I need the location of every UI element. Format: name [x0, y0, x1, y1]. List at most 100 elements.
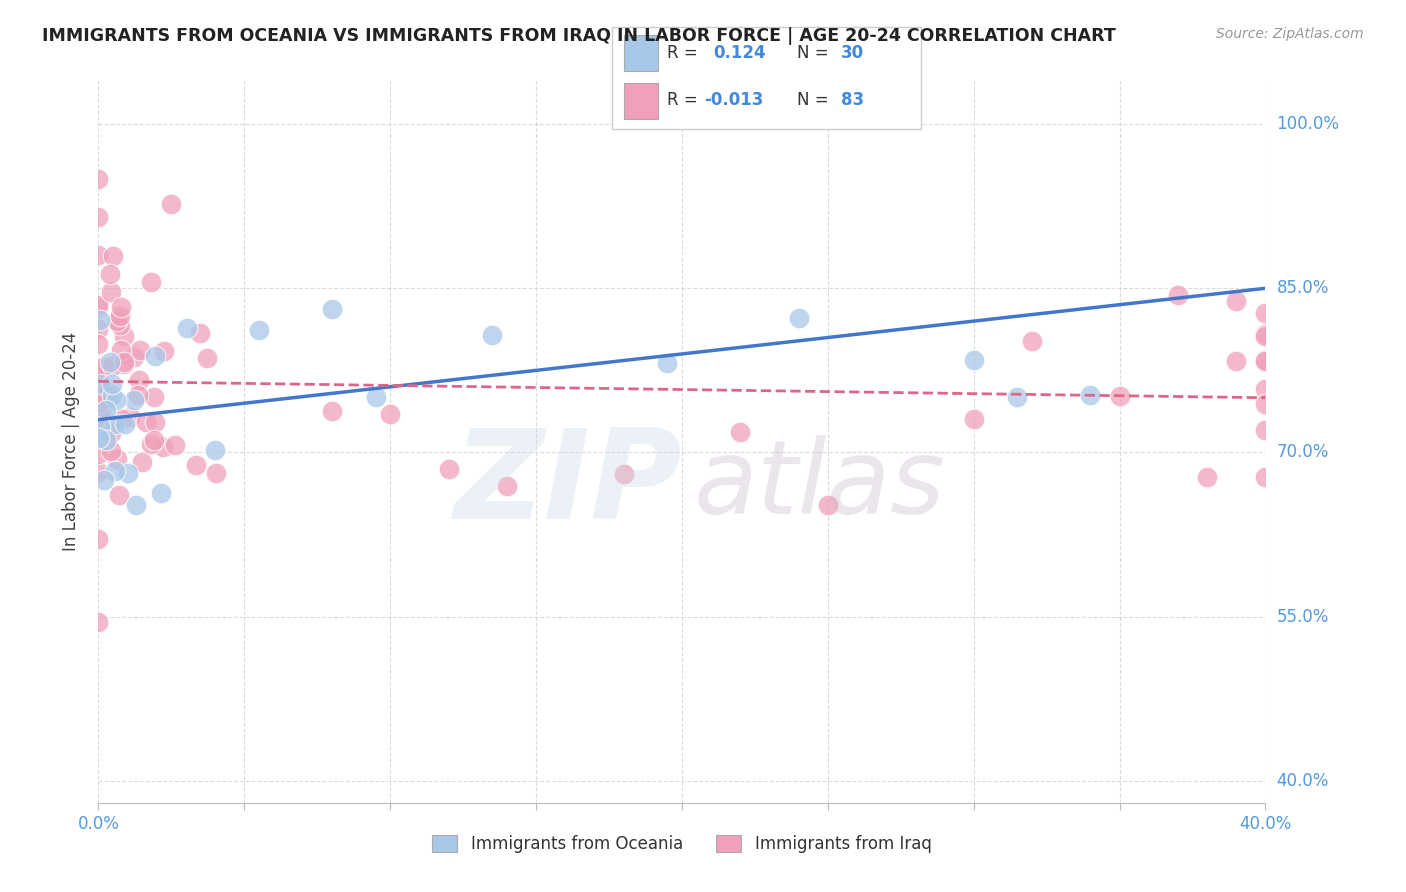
Point [110, 300, 132, 314]
Point [97, 392, 120, 406]
Point [149, 486, 172, 500]
Point [380, 407, 402, 421]
Point [98, 354, 121, 368]
Text: ZIP: ZIP [453, 425, 682, 545]
Point [176, 321, 198, 335]
Bar [624, 35, 658, 70]
Point [127, 388, 149, 402]
Point [135, 415, 157, 429]
Point [204, 466, 226, 480]
Point [1254, 326, 1277, 341]
Point [110, 343, 132, 357]
Bar [624, 83, 658, 119]
Point [101, 249, 124, 263]
Point [108, 318, 131, 332]
Point [89, 419, 111, 434]
Point [1254, 423, 1277, 437]
Point [204, 443, 226, 458]
Point [143, 416, 166, 430]
Point [89, 377, 111, 392]
Text: Source: ZipAtlas.com: Source: ZipAtlas.com [1216, 27, 1364, 41]
Point [1254, 353, 1277, 368]
Point [101, 388, 124, 402]
Point [100, 285, 122, 300]
Point [98, 268, 121, 282]
Text: 40.0%: 40.0% [1277, 772, 1329, 790]
Point [657, 356, 679, 370]
Point [1108, 389, 1130, 403]
Point [104, 417, 127, 431]
Text: 100.0%: 100.0% [1277, 115, 1340, 133]
Point [1167, 288, 1189, 302]
Point [91, 359, 114, 374]
Point [364, 390, 387, 404]
Point [112, 329, 135, 343]
Point [1254, 328, 1277, 343]
Point [1254, 397, 1277, 411]
Point [152, 440, 174, 454]
Point [612, 467, 634, 481]
Point [108, 310, 131, 324]
Point [321, 302, 343, 317]
Point [1225, 293, 1247, 308]
Point [111, 412, 134, 426]
Point [87, 397, 110, 411]
Point [1195, 469, 1218, 483]
Point [96, 434, 118, 448]
Text: R =: R = [668, 91, 697, 109]
Point [104, 464, 127, 478]
Point [437, 462, 460, 476]
Point [1254, 354, 1277, 368]
Point [87, 171, 110, 186]
Point [1254, 306, 1277, 320]
Text: 70.0%: 70.0% [1277, 443, 1329, 461]
Point [105, 314, 128, 328]
Point [247, 323, 270, 337]
Point [1254, 382, 1277, 396]
Point [496, 479, 519, 493]
Text: R =: R = [668, 44, 697, 62]
Point [87, 322, 110, 336]
Point [730, 425, 752, 439]
Point [100, 425, 122, 440]
Point [114, 417, 136, 431]
Point [87, 298, 110, 312]
Point [1007, 390, 1029, 404]
Point [143, 391, 166, 405]
Point [1254, 470, 1277, 484]
Point [129, 343, 152, 358]
FancyBboxPatch shape [612, 27, 921, 129]
Text: N =: N = [797, 91, 828, 109]
Point [89, 395, 111, 409]
Point [87, 210, 110, 224]
Point [87, 361, 110, 376]
Point [122, 392, 145, 407]
Point [90, 405, 112, 419]
Text: 83: 83 [841, 91, 863, 109]
Text: -0.013: -0.013 [704, 91, 763, 109]
Point [87, 248, 110, 262]
Point [160, 197, 183, 211]
Point [94, 388, 117, 402]
Point [94, 403, 117, 417]
Point [143, 350, 166, 364]
Point [87, 466, 110, 480]
Point [1021, 334, 1043, 348]
Point [87, 431, 110, 445]
Point [1225, 354, 1247, 368]
Point [188, 326, 211, 340]
Point [481, 327, 503, 342]
Text: 55.0%: 55.0% [1277, 607, 1329, 625]
Point [962, 411, 984, 425]
Point [101, 376, 124, 391]
Point [186, 458, 208, 472]
Text: atlas: atlas [693, 435, 945, 535]
Point [100, 444, 122, 458]
Text: 0.124: 0.124 [714, 44, 766, 62]
Point [141, 436, 163, 450]
Text: 85.0%: 85.0% [1277, 279, 1329, 297]
Point [321, 403, 343, 417]
Text: 30: 30 [841, 44, 863, 62]
Point [143, 433, 166, 447]
Point [153, 343, 176, 358]
